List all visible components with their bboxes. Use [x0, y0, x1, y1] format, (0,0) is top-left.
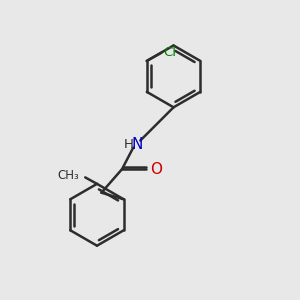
Text: O: O — [150, 162, 162, 177]
Text: N: N — [131, 136, 142, 152]
Text: Cl: Cl — [163, 46, 176, 59]
Text: CH₃: CH₃ — [58, 169, 79, 182]
Text: H: H — [124, 138, 134, 151]
